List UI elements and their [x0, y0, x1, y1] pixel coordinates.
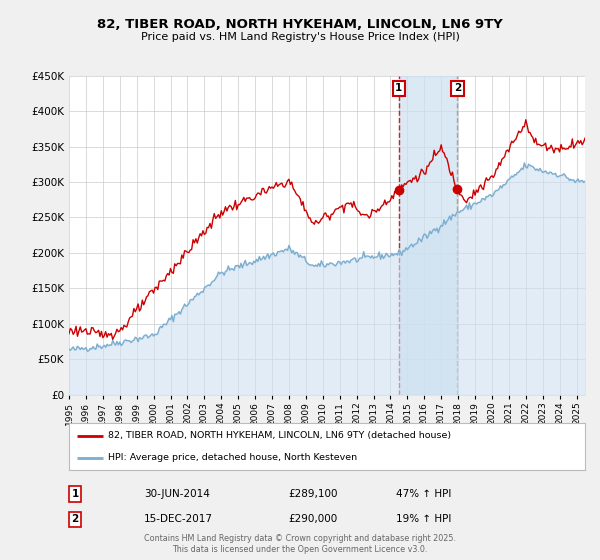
- Text: 30-JUN-2014: 30-JUN-2014: [144, 489, 210, 499]
- Text: Price paid vs. HM Land Registry's House Price Index (HPI): Price paid vs. HM Land Registry's House …: [140, 32, 460, 42]
- Text: 2: 2: [71, 514, 79, 524]
- Text: 82, TIBER ROAD, NORTH HYKEHAM, LINCOLN, LN6 9TY (detached house): 82, TIBER ROAD, NORTH HYKEHAM, LINCOLN, …: [108, 431, 451, 440]
- Text: 47% ↑ HPI: 47% ↑ HPI: [396, 489, 451, 499]
- Text: 15-DEC-2017: 15-DEC-2017: [144, 514, 213, 524]
- Text: 1: 1: [71, 489, 79, 499]
- Text: 82, TIBER ROAD, NORTH HYKEHAM, LINCOLN, LN6 9TY: 82, TIBER ROAD, NORTH HYKEHAM, LINCOLN, …: [97, 18, 503, 31]
- Text: £289,100: £289,100: [288, 489, 337, 499]
- Bar: [399, 76, 457, 395]
- Text: HPI: Average price, detached house, North Kesteven: HPI: Average price, detached house, Nort…: [108, 453, 357, 462]
- Text: 19% ↑ HPI: 19% ↑ HPI: [396, 514, 451, 524]
- Text: 2: 2: [454, 83, 461, 94]
- Text: £290,000: £290,000: [288, 514, 337, 524]
- Text: 1: 1: [395, 83, 403, 94]
- Text: Contains HM Land Registry data © Crown copyright and database right 2025.
This d: Contains HM Land Registry data © Crown c…: [144, 534, 456, 554]
